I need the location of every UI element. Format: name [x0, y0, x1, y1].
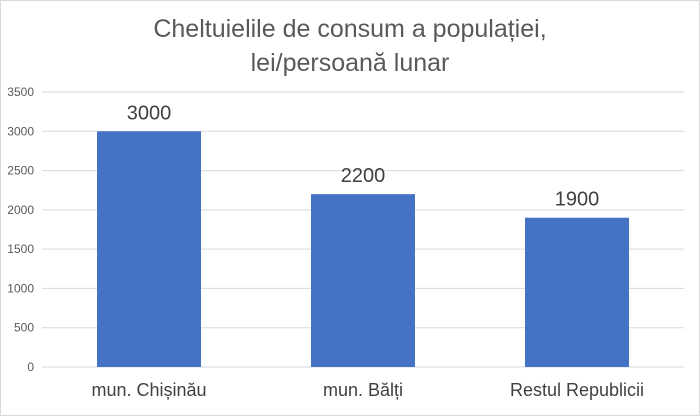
y-tick-label: 1500 [7, 242, 34, 256]
bars [97, 131, 629, 367]
chart-title-line-2: lei/persoană lunar [250, 49, 450, 77]
category-labels: mun. Chișinău mun. Bălți Restul Republicii [91, 380, 644, 400]
category-label: mun. Bălți [323, 380, 403, 400]
y-tick-label: 500 [14, 321, 34, 335]
y-tick-label: 3500 [7, 85, 34, 99]
bar [525, 217, 629, 367]
y-tick-label: 0 [27, 360, 34, 374]
data-label: 1900 [555, 189, 600, 211]
y-tick-label: 2000 [7, 203, 34, 217]
category-label: Restul Republicii [510, 380, 644, 400]
y-tick-label: 2500 [7, 164, 34, 178]
bar [97, 131, 201, 367]
category-label: mun. Chișinău [91, 380, 206, 400]
y-tick-label: 1000 [7, 281, 34, 295]
y-tick-label: 3000 [7, 124, 34, 138]
data-labels: 3000 2200 1900 [127, 102, 600, 210]
y-axis-tick-labels: 0 500 1000 1500 2000 2500 3000 3500 [7, 85, 34, 374]
bar [311, 194, 415, 367]
chart-title-line-1: Cheltuielile de consum a populației, [153, 15, 547, 43]
data-label: 2200 [341, 165, 386, 187]
data-label: 3000 [127, 102, 172, 124]
